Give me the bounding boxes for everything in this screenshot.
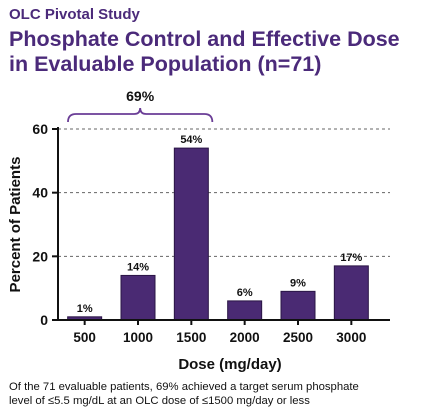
- data-label-3000: 17%: [340, 252, 362, 264]
- data-label-1000: 14%: [127, 261, 149, 273]
- labels: 0 20 40 60 1% 500 14% 1000 54% 1500 6% 2000 9% 2500 17…: [7, 121, 366, 373]
- x-tick-label-3000: 3000: [336, 330, 366, 345]
- y-tick-label-0: 0: [40, 312, 48, 328]
- bars: [67, 147, 369, 321]
- bar-1500: [173, 147, 209, 321]
- y-tick-label-40: 40: [32, 185, 48, 201]
- chart-title-line-1: Phosphate Control and Effective Dose: [9, 27, 400, 51]
- bar-3000: [333, 265, 369, 321]
- annotation-bracket: 69%: [67, 88, 214, 123]
- data-label-500: 1%: [77, 303, 93, 315]
- x-tick-label-2500: 2500: [283, 330, 313, 345]
- axes: [52, 127, 390, 325]
- study-label: OLC Pivotal Study: [9, 6, 140, 23]
- footnote-line-2: level of ≤5.5 mg/dL at an OLC dose of ≤1…: [9, 395, 310, 407]
- bar-2500: [280, 290, 316, 321]
- x-tick-label-500: 500: [73, 330, 96, 345]
- bar-2000: [227, 300, 263, 321]
- x-axis-title: Dose (mg/day): [178, 356, 281, 373]
- bar-chart: 0 20 40 60 1% 500 14% 1000 54% 1500 6% 2000 9% 2500 17…: [7, 88, 390, 373]
- x-tick-label-1500: 1500: [176, 330, 206, 345]
- y-tick-label-60: 60: [32, 121, 48, 137]
- chart-title-line-2: in Evaluable Population (n=71): [9, 52, 322, 76]
- y-tick-label-20: 20: [32, 248, 48, 264]
- data-label-2000: 6%: [237, 287, 253, 299]
- bracket-path: [67, 107, 214, 123]
- footnote: Of the 71 evaluable patients, 69% achiev…: [9, 380, 434, 408]
- x-tick-label-2000: 2000: [230, 330, 260, 345]
- data-label-2500: 9%: [290, 277, 306, 289]
- chart-title: Phosphate Control and Effective Dose in …: [9, 27, 434, 77]
- y-axis-title: Percent of Patients: [7, 157, 24, 293]
- bracket-label: 69%: [126, 88, 155, 104]
- footnote-line-1: Of the 71 evaluable patients, 69% achiev…: [9, 381, 359, 393]
- bar-1000: [120, 274, 156, 321]
- x-tick-label-1000: 1000: [123, 330, 153, 345]
- gridlines: [58, 128, 390, 257]
- data-label-1500: 54%: [180, 134, 202, 146]
